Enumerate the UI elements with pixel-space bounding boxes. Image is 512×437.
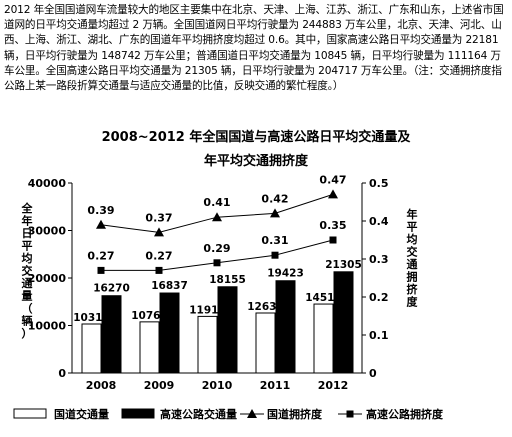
legend-gaosu-swatch bbox=[121, 408, 155, 419]
x-tick-label: 2010 bbox=[202, 379, 233, 392]
chart-title-line2: 年平均交通拥挤度 bbox=[203, 154, 308, 169]
label-guodao-congestion: 0.41 bbox=[203, 196, 230, 209]
bar-guodao-label: 10317 bbox=[73, 312, 110, 324]
bar-guodao-label: 12632 bbox=[247, 301, 284, 313]
label-guodao-congestion: 0.39 bbox=[87, 204, 114, 217]
bar-gaosu bbox=[217, 286, 238, 374]
marker-guodao-congestion bbox=[270, 208, 280, 218]
label-gaosu-congestion: 0.31 bbox=[261, 234, 288, 247]
intro-paragraph: 2012 年全国国道网车流量较大的地区主要集中在北京、天津、上海、江苏、浙江、广… bbox=[4, 4, 504, 93]
left-tick-label: 0 bbox=[58, 367, 66, 380]
right-tick-label: 0.3 bbox=[369, 253, 389, 266]
marker-gaosu-congestion bbox=[329, 236, 337, 244]
label-guodao-congestion: 0.47 bbox=[319, 173, 346, 186]
right-tick-label: 0.1 bbox=[369, 329, 389, 342]
marker-guodao-congestion bbox=[328, 189, 338, 199]
bar-guodao bbox=[255, 312, 276, 374]
marker-gaosu-congestion bbox=[271, 251, 279, 259]
bar-guodao-label: 11918 bbox=[189, 304, 226, 316]
bar-guodao bbox=[81, 323, 102, 374]
legend-gaosu-label: 高速公路交通量 bbox=[160, 407, 237, 421]
right-tick-label: 0 bbox=[369, 367, 377, 380]
bar-gaosu bbox=[333, 271, 354, 374]
bar-guodao-label: 14515 bbox=[305, 292, 342, 304]
bar-guodao bbox=[313, 303, 334, 374]
bar-gaosu bbox=[101, 295, 122, 374]
bar-gaosu-label: 16837 bbox=[151, 280, 188, 292]
legend-triangle-marker bbox=[247, 409, 257, 418]
x-tick-label: 2011 bbox=[260, 379, 291, 392]
label-gaosu-congestion: 0.35 bbox=[319, 219, 346, 232]
legend-guodao-label: 国道交通量 bbox=[54, 407, 109, 421]
marker-guodao-congestion bbox=[96, 219, 106, 229]
marker-gaosu-congestion bbox=[97, 266, 105, 274]
bar-gaosu-label: 21305 bbox=[325, 259, 362, 271]
legend-guodao-swatch bbox=[13, 408, 47, 419]
left-axis-title: 全年日平均交通量（辆） bbox=[21, 201, 34, 340]
x-tick-label: 2008 bbox=[86, 379, 117, 392]
bar-guodao bbox=[139, 321, 160, 374]
chart-title-line1: 2008~2012 年全国国道与高速公路日平均交通量及 bbox=[101, 130, 411, 145]
left-tick-label: 40000 bbox=[28, 177, 67, 190]
legend-guodao-congestion-label: 国道拥挤度 bbox=[267, 407, 323, 421]
left-tick-label: 30000 bbox=[28, 225, 67, 238]
legend-square-marker bbox=[346, 410, 354, 418]
label-gaosu-congestion: 0.29 bbox=[203, 242, 230, 255]
bar-gaosu-label: 18155 bbox=[209, 274, 246, 286]
left-tick-label: 10000 bbox=[28, 320, 67, 333]
right-tick-label: 0.5 bbox=[369, 177, 389, 190]
label-gaosu-congestion: 0.27 bbox=[145, 249, 172, 262]
left-tick-label: 20000 bbox=[28, 272, 67, 285]
marker-gaosu-congestion bbox=[155, 266, 163, 274]
x-tick-label: 2012 bbox=[318, 379, 349, 392]
marker-gaosu-congestion bbox=[213, 259, 221, 267]
right-tick-label: 0.2 bbox=[369, 291, 389, 304]
bar-gaosu bbox=[275, 280, 296, 374]
label-guodao-congestion: 0.37 bbox=[145, 211, 172, 224]
bar-gaosu bbox=[159, 292, 180, 374]
marker-guodao-congestion bbox=[212, 212, 222, 222]
label-guodao-congestion: 0.42 bbox=[261, 192, 288, 205]
bar-guodao bbox=[197, 315, 218, 374]
bar-gaosu-label: 16270 bbox=[93, 283, 130, 295]
bar-gaosu-label: 19423 bbox=[267, 268, 304, 280]
label-gaosu-congestion: 0.27 bbox=[87, 249, 114, 262]
right-axis-title: 年平均交通拥挤度 bbox=[407, 207, 419, 309]
bar-guodao-label: 10765 bbox=[131, 310, 168, 322]
right-tick-label: 0.4 bbox=[369, 215, 389, 228]
marker-guodao-congestion bbox=[154, 227, 164, 237]
x-tick-label: 2009 bbox=[144, 379, 175, 392]
legend-gaosu-congestion-label: 高速公路拥挤度 bbox=[366, 407, 444, 421]
